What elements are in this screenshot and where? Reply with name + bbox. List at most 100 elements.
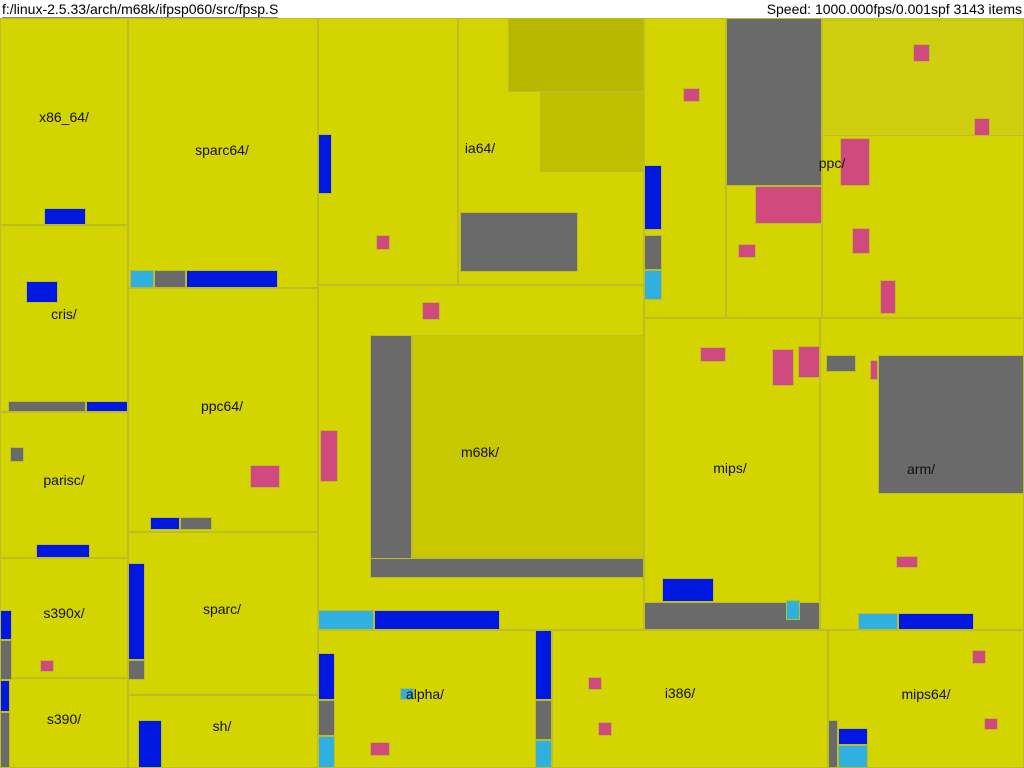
block [880,280,896,314]
block [10,447,24,462]
block [662,578,714,602]
block [250,465,280,488]
directory [552,630,828,768]
treemap: x86_64/sparc64/ia64/ppc/cris/ppc64/m68k/… [0,18,1024,768]
directory [0,558,128,678]
block [826,355,856,372]
path-segment[interactable]: /fpsp.S [234,1,279,18]
block [535,740,552,768]
block [755,186,822,224]
directory-label: mips/ [713,460,747,476]
directory-label: i386/ [664,685,696,701]
path-segment[interactable]: /ifpsp060 [155,1,213,18]
block [318,653,335,700]
block [878,355,1024,494]
directory [318,630,552,768]
block [44,208,86,225]
block [0,610,12,640]
status-text: Speed: 1000.000fps/0.001spf 3143 items [766,1,1022,17]
directory [318,18,458,285]
directory [128,18,318,288]
block [0,640,12,680]
block [400,688,414,700]
block [130,270,154,288]
block [535,700,552,740]
block [838,745,868,768]
block [870,360,878,380]
block [128,660,145,680]
path-bar: f:/linux-2.5.33/arch/m68k/ifpsp060/src/f… [2,0,279,18]
block [0,712,10,768]
block [535,630,552,700]
directory-label: s390/ [46,711,82,727]
directory-label: s390x/ [43,605,85,621]
directory [128,288,318,532]
block [598,722,612,736]
block [896,556,918,568]
directory [0,678,128,768]
block [786,600,800,620]
block [683,88,700,102]
directory-label: ia64/ [464,140,496,156]
block [508,18,644,92]
block [86,401,128,412]
block [422,302,440,320]
block [644,235,662,270]
directory-label: m68k/ [460,444,500,460]
block [898,613,974,630]
path-segment[interactable]: /m68k [117,1,156,18]
block [974,118,990,136]
block [376,235,390,250]
directory-label: cris/ [51,306,77,322]
block [772,349,794,386]
block [150,517,180,530]
block [460,212,578,272]
block [738,244,756,258]
directory-label: ppc/ [818,155,846,171]
block [700,347,726,362]
directory-label: alpha/ [405,686,445,702]
directory [0,225,128,412]
block [26,281,58,303]
block [186,270,278,288]
block [858,613,898,630]
block [588,677,602,690]
block [972,650,986,664]
block [370,742,390,756]
block [0,680,10,712]
path-segment[interactable]: /src [212,1,235,18]
directory-label: ppc64/ [200,398,244,414]
block [154,270,186,288]
path-segment[interactable]: /arch [86,1,118,18]
block [320,430,338,482]
directory [128,532,318,695]
block [318,610,374,630]
block [913,44,930,62]
block [644,270,662,300]
directory-label: parisc/ [43,472,85,488]
block [852,228,870,254]
directory [0,18,128,225]
directory-label: sparc64/ [195,142,249,158]
top-bar: f:/linux-2.5.33/arch/m68k/ifpsp060/src/f… [0,0,1024,18]
directory-label: mips64/ [901,686,951,702]
block [8,401,86,412]
directory [0,412,128,558]
block [370,558,644,578]
block [128,563,145,660]
block [318,134,332,194]
block [540,92,644,172]
block [798,346,820,378]
path-segment[interactable]: f:/linux-2.5.33 [2,1,87,18]
directory-label: sh/ [212,718,232,734]
block [138,720,162,768]
block [984,718,998,730]
block [374,610,500,630]
block [828,720,838,768]
block [318,736,335,768]
block [370,335,412,560]
directory-label: sparc/ [202,601,242,617]
block [822,20,1024,136]
directory-label: x86_64/ [39,109,89,125]
